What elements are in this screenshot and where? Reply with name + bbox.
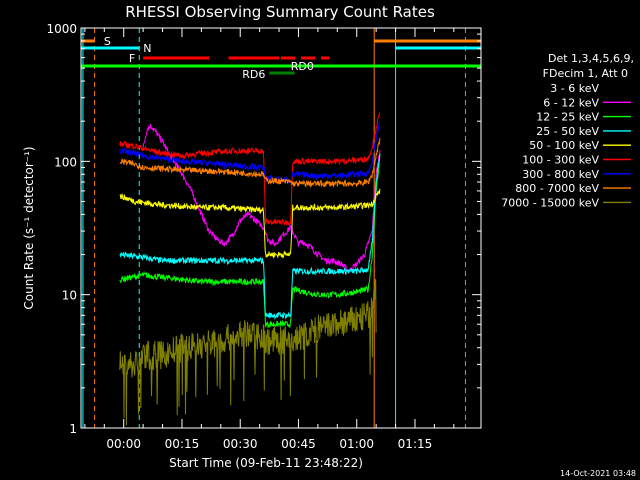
- legend-entry-label: 300 - 800 keV: [522, 168, 599, 181]
- y-tick-label: 1000: [46, 22, 77, 36]
- y-tick-label: 1: [69, 422, 77, 436]
- flag-label-f: F: [129, 52, 135, 65]
- x-tick-label: 00:00: [106, 437, 141, 451]
- axes: 1 10 100 1000 00:00 00:15 00:30 00:45 01:00 01:15: [46, 22, 481, 451]
- legend-entry-label: 50 - 100 keV: [529, 139, 599, 152]
- y-tick-label: 10: [62, 289, 77, 303]
- plot-area: S NF RD0 RD6: [81, 28, 481, 428]
- legend-entry-label: 3 - 6 keV: [550, 82, 599, 95]
- chart-title: RHESSI Observing Summary Count Rates: [125, 3, 435, 21]
- y-tick-label: 100: [54, 155, 77, 169]
- data-series: [119, 112, 381, 426]
- legend-entry-label: 800 - 7000 keV: [515, 182, 599, 195]
- flag-label-s: S: [104, 35, 111, 48]
- flag-label-n: N: [143, 42, 151, 55]
- flag-label-rd0: RD0: [291, 60, 314, 73]
- legend-entry-label: 25 - 50 keV: [536, 125, 599, 138]
- legend-header-line-2: FDecim 1, Att 0: [543, 67, 628, 80]
- legend-entry-label: 12 - 25 keV: [536, 111, 599, 124]
- x-tick-label: 00:45: [281, 437, 316, 451]
- x-tick-label: 00:15: [165, 437, 200, 451]
- x-tick-label: 00:30: [223, 437, 258, 451]
- x-tick-label: 01:00: [339, 437, 374, 451]
- generation-timestamp: 14-Oct-2021 03:48: [560, 469, 636, 478]
- x-axis-label: Start Time (09-Feb-11 23:48:22): [169, 456, 363, 470]
- x-tick-label: 01:15: [398, 437, 433, 451]
- flag-label-rd6: RD6: [242, 68, 265, 81]
- legend-entry-label: 100 - 300 keV: [522, 154, 599, 167]
- legend-entry-label: 7000 - 15000 keV: [501, 196, 599, 209]
- state-flags: S NF RD0 RD6: [81, 28, 481, 428]
- series-line-4: [119, 188, 381, 259]
- series-line-5: [119, 112, 381, 227]
- plot-frame: [80, 27, 482, 429]
- legend-header-line-1: Det 1,3,4,5,6,9,: [548, 52, 634, 65]
- series-line-7: [119, 138, 381, 189]
- legend-entry-label: 6 - 12 keV: [543, 96, 599, 109]
- y-axis-label: Count Rate (s⁻¹ detector⁻¹): [22, 146, 36, 309]
- series-line-1: [142, 123, 381, 275]
- series-line-6: [119, 121, 381, 184]
- series-line-8: [119, 278, 377, 426]
- legend: Det 1,3,4,5,6,9, FDecim 1, Att 0 3 - 6 k…: [501, 52, 634, 209]
- series-line-2: [119, 155, 381, 329]
- series-line-3: [119, 153, 381, 321]
